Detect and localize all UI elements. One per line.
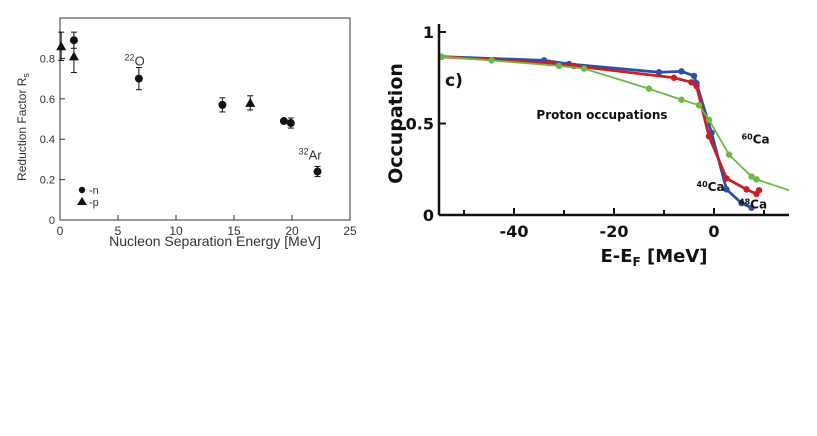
series-point (723, 175, 730, 182)
annotation-22o: 22O (125, 52, 145, 68)
marker-triangle (56, 41, 67, 51)
left-x-tick-label: 20 (285, 224, 299, 238)
data-point-p (56, 31, 67, 61)
marker-triangle (245, 97, 256, 107)
right-y-axis-label: Occupation (385, 63, 407, 184)
proton-occupation-chart: -40 -20 0 0 0.5 1 c) Proton occupations Occup… (385, 23, 790, 269)
marker-circle (313, 167, 322, 176)
series-point (690, 72, 698, 80)
right-x-axis-label-unit: [MeV] (641, 246, 708, 267)
data-point-n (134, 66, 143, 91)
left-data-marks (56, 31, 322, 178)
left-axis-ticks: 0 5 10 15 20 25 0 0.2 0.4 0.6 0.8 (40, 53, 357, 238)
data-point-n (286, 117, 295, 129)
left-plot-frame (59, 17, 351, 221)
series-point (555, 62, 563, 70)
series-point (705, 116, 713, 124)
data-point-p (245, 95, 256, 111)
marker-triangle (68, 51, 79, 61)
left-y-tick-label: 0.4 (40, 134, 55, 146)
left-y-axis-label: Reduction Factor Rs (15, 73, 31, 181)
series-label-60ca: 60Ca (742, 133, 770, 147)
left-x-axis-label: Nucleon Separation Energy [MeV] (109, 233, 321, 249)
series-point (678, 96, 685, 103)
series-point (655, 69, 663, 76)
series-point (580, 65, 588, 72)
right-x-tick-label: 0 (708, 222, 719, 241)
marker-circle (286, 119, 295, 128)
series-point (645, 85, 653, 92)
series-point (748, 204, 755, 211)
series-label-48ca: 48Ca (739, 198, 767, 212)
series-point (670, 74, 678, 81)
data-point-n (313, 165, 322, 178)
right-x-tick-label: -40 (500, 222, 529, 241)
data-point-n (218, 97, 227, 113)
left-legend: -n -p (77, 185, 99, 209)
right-y-tick-label: 1 (423, 23, 434, 42)
annotation-32ar-sup: 32 (299, 146, 309, 156)
marker-circle (218, 100, 227, 109)
data-point-p (68, 39, 79, 74)
right-x-axis-label: E-EF [MeV] (600, 246, 707, 269)
right-y-tick-label: 0.5 (406, 115, 434, 134)
left-y-tick-label: 0.2 (40, 175, 55, 187)
right-axis-ticks: -40 -20 0 0 0.5 1 (406, 23, 765, 241)
legend-n-marker (78, 186, 86, 194)
left-x-tick-label: 10 (169, 224, 183, 238)
panel-label-c: c) (445, 71, 463, 91)
series-label-48ca-text: Ca (750, 198, 767, 212)
legend-p-label: -p (89, 197, 99, 209)
marker-circle (279, 117, 288, 126)
series-point (688, 79, 695, 86)
annotation-22o-sup: 22 (125, 52, 135, 62)
right-x-tick-label: -20 (600, 222, 629, 241)
series-point (693, 82, 700, 90)
series-point (738, 199, 745, 207)
series-label-60ca-sup: 60 (742, 133, 754, 142)
series-point (488, 57, 495, 64)
legend-p-marker (77, 197, 87, 205)
data-point-n (279, 117, 288, 126)
left-y-axis-label-sub: s (21, 73, 31, 78)
series-point (725, 151, 733, 158)
series-point (678, 68, 685, 75)
series-point (695, 102, 703, 109)
series-point (755, 187, 763, 194)
right-y-tick-label: 0 (423, 206, 434, 225)
series-48ca (438, 53, 763, 198)
right-x-axis-label-sub: F (633, 255, 641, 269)
series-labels: 40Ca 48Ca 60Ca (697, 133, 770, 212)
left-y-axis-label-main: Reduction Factor R (15, 77, 29, 181)
legend-n-label: -n (89, 185, 99, 197)
series-point (705, 133, 713, 140)
left-x-tick-label: 5 (115, 224, 122, 238)
series-label-40ca: 40Ca (697, 180, 725, 194)
left-x-tick-label: 25 (343, 224, 357, 238)
marker-circle (134, 74, 143, 83)
series-point (723, 186, 730, 193)
left-y-tick-label: 0 (49, 215, 55, 227)
series-line-60ca (441, 55, 790, 192)
series-point (753, 176, 760, 183)
reduction-factor-chart: 0 5 10 15 20 25 0 0.2 0.4 0.6 0.8 Nucleon Separati… (15, 17, 357, 249)
series-label-40ca-sup: 40 (697, 180, 709, 189)
annotation-32ar-text: Ar (309, 147, 323, 162)
annotation-32ar: 32Ar (299, 146, 323, 162)
right-series-lines (438, 53, 790, 211)
left-x-tick-label: 0 (57, 224, 64, 238)
series-label-48ca-sup: 48 (739, 198, 751, 207)
left-y-tick-label: 0.8 (40, 53, 55, 65)
series-point (743, 186, 750, 193)
series-label-40ca-text: Ca (708, 180, 725, 194)
left-y-tick-label: 0.6 (40, 94, 55, 106)
right-x-axis-label-main: E-E (600, 246, 632, 267)
left-x-tick-label: 15 (227, 224, 241, 238)
series-label-60ca-text: Ca (753, 133, 770, 147)
proton-occupations-label: Proton occupations (536, 108, 667, 122)
series-point (748, 173, 755, 180)
annotation-22o-text: O (135, 53, 145, 68)
